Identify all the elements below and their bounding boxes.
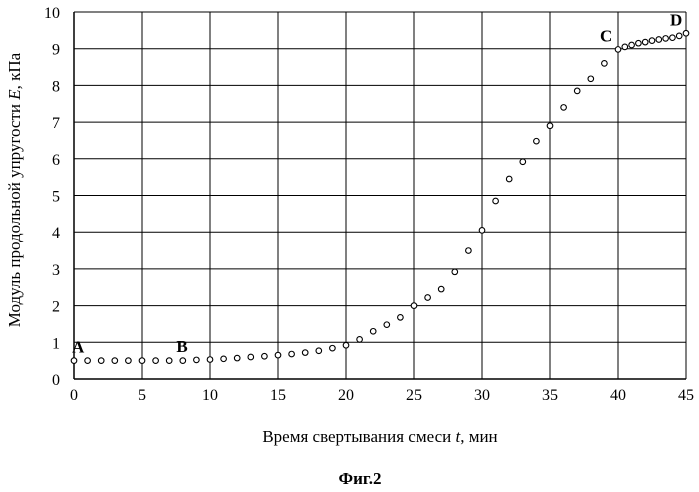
data-point [85, 358, 91, 364]
y-tick-label: 2 [52, 299, 60, 316]
y-tick-label: 9 [52, 42, 60, 59]
data-point [316, 348, 322, 354]
data-point [438, 286, 444, 292]
data-point [139, 358, 145, 364]
x-tick-label: 30 [474, 387, 490, 404]
data-point [574, 88, 580, 94]
data-point [343, 342, 349, 348]
data-point [615, 47, 621, 53]
annotation-label: A [72, 338, 85, 357]
data-point [588, 76, 594, 82]
data-points [71, 30, 689, 363]
data-point [642, 39, 648, 45]
y-tick-label: 4 [52, 225, 60, 242]
x-axis-label: Время свертывания смеси t, мин [262, 427, 497, 446]
y-tick-label: 6 [52, 152, 60, 169]
data-point [649, 38, 655, 44]
y-tick-label: 1 [52, 335, 60, 352]
x-tick-label: 5 [138, 387, 146, 404]
data-point [384, 322, 390, 328]
x-tick-label: 40 [610, 387, 626, 404]
y-tick-label: 8 [52, 78, 60, 95]
data-point [221, 356, 227, 362]
y-tick-label: 5 [52, 189, 60, 206]
data-point [194, 357, 200, 363]
data-point [180, 358, 186, 364]
data-point [112, 358, 118, 364]
data-point [234, 355, 240, 361]
data-point [248, 354, 254, 360]
x-tick-label: 45 [678, 387, 694, 404]
data-point [153, 358, 159, 364]
data-point [275, 352, 281, 358]
data-point [330, 345, 336, 351]
data-point [534, 138, 540, 144]
x-tick-label: 20 [338, 387, 354, 404]
x-tick-label: 15 [270, 387, 286, 404]
x-tick-label: 0 [70, 387, 78, 404]
annotation-label: B [176, 337, 187, 356]
data-point [357, 337, 363, 343]
data-point [207, 357, 213, 363]
data-point [656, 37, 662, 43]
data-point [302, 350, 308, 356]
x-tick-label: 25 [406, 387, 422, 404]
data-point [663, 36, 669, 42]
y-tick-label: 3 [52, 262, 60, 279]
data-point [520, 159, 526, 165]
data-point [629, 42, 635, 48]
y-axis-label: Модуль продольной упругости E, кПа [5, 52, 24, 327]
data-point [506, 176, 512, 182]
data-point [602, 61, 608, 67]
data-point [622, 44, 628, 50]
data-point [561, 105, 567, 111]
data-point [636, 40, 642, 46]
data-point [547, 123, 553, 129]
data-point [493, 198, 499, 204]
data-point [398, 315, 404, 321]
data-point [166, 358, 172, 364]
grid-lines [74, 12, 686, 379]
y-tick-label: 10 [44, 5, 60, 22]
data-point [670, 35, 676, 41]
x-tick-label: 35 [542, 387, 558, 404]
data-point [289, 351, 295, 357]
point-annotations: A B C D [72, 10, 682, 356]
annotation-label: D [670, 10, 682, 29]
data-point [466, 248, 472, 254]
data-point [262, 353, 268, 359]
x-tick-label: 10 [202, 387, 218, 404]
data-point [425, 295, 431, 301]
annotation-label: C [600, 26, 612, 45]
data-point [452, 269, 458, 275]
y-tick-label: 7 [52, 115, 60, 132]
data-point [479, 228, 485, 234]
data-point [676, 33, 682, 39]
data-point [411, 303, 417, 309]
data-point [370, 328, 376, 334]
data-point [98, 358, 104, 364]
data-point [126, 358, 132, 364]
y-tick-label: 0 [52, 372, 60, 389]
figure-caption: Фиг.2 [339, 469, 382, 488]
data-point [71, 358, 77, 364]
data-point [683, 30, 689, 36]
